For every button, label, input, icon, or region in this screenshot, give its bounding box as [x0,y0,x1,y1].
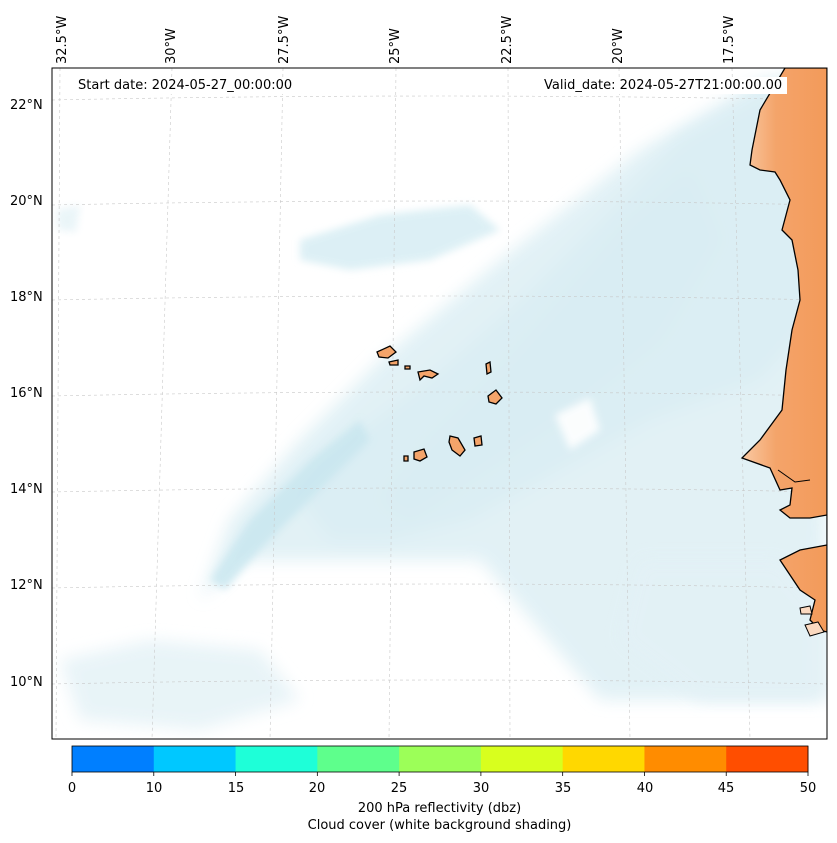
graticule [52,68,827,739]
colorbar-segment [72,746,155,772]
colorbar-tick: 0 [67,781,77,796]
colorbar-segment [726,746,809,772]
cloud-patch-southeast [620,560,827,700]
colorbar-segment [153,746,237,772]
cloud-patch-south [60,640,300,730]
colorbar-segment [399,746,482,772]
fogo-island [413,448,428,462]
colorbar-border [71,745,809,773]
west-africa-land [740,68,827,633]
santiago-island [448,435,466,457]
colorbar-label: 200 hPa reflectivity (dbz) [357,801,522,816]
lat-label-16n: 16°N [10,386,43,401]
lon-label-30w: 30°W [164,28,179,64]
colorbar [71,745,809,776]
colorbar-segment [317,746,400,772]
colorbar-segment [480,746,564,772]
lon-label-20w: 20°W [611,28,626,64]
santo-antao-island [376,345,397,359]
colorbar-tick: 30 [472,781,490,796]
lon-label-22-5w: 22.5°W [500,15,515,64]
valid-date-label: Valid_date: 2024-05-27T21:00:00.00 [539,77,788,94]
lon-label-17-5w: 17.5°W [722,15,737,64]
colorbar-segment [562,746,645,772]
colorbar-tick: 45 [717,781,735,796]
colorbar-segment [235,746,318,772]
lon-label-25w: 25°W [388,28,403,64]
lat-label-12n: 12°N [10,578,43,593]
colorbar-tick: 50 [799,781,817,796]
guinea-bissau-islands [804,621,825,637]
cape-verde-islands [376,345,503,462]
colorbar-tick: 15 [227,781,245,796]
lat-label-18n: 18°N [10,290,43,305]
map-frame [51,67,828,740]
lat-label-20n: 20°N [10,194,43,209]
colorbar-sublabel: Cloud cover (white background shading) [307,818,572,833]
lon-label-32-5w: 32.5°W [55,15,70,64]
guinea-bissau-islet [799,605,813,615]
start-date-label: Start date: 2024-05-27_00:00:00 [73,77,298,94]
gambia-river [777,469,811,483]
colorbar-tick: 35 [554,781,572,796]
sal-island [485,360,492,376]
santa-luzia-island [404,365,411,370]
colorbar-tick: 10 [145,781,163,796]
lat-label-22n: 22°N [10,98,43,113]
boa-vista-island [487,389,503,405]
brava-island [403,455,409,462]
cloud-streak-west [210,420,370,590]
african-coast [740,68,827,637]
lat-label-14n: 14°N [10,482,43,497]
colorbar-tick: 20 [308,781,326,796]
colorbar-tick: 40 [636,781,654,796]
lon-label-27-5w: 27.5°W [277,15,292,64]
cloud-clear-gap [555,398,600,450]
cloud-patch-northwest [56,205,80,232]
cloud-band-outer [200,70,827,700]
sao-nicolau-island [417,369,440,382]
maio-island [473,435,483,447]
colorbar-segment [644,746,727,772]
cloud-streak-north [300,205,500,270]
cloud-cover-shading [56,70,827,730]
lat-label-10n: 10°N [10,675,43,690]
colorbar-tick: 25 [390,781,408,796]
sao-vicente-island [388,359,399,366]
